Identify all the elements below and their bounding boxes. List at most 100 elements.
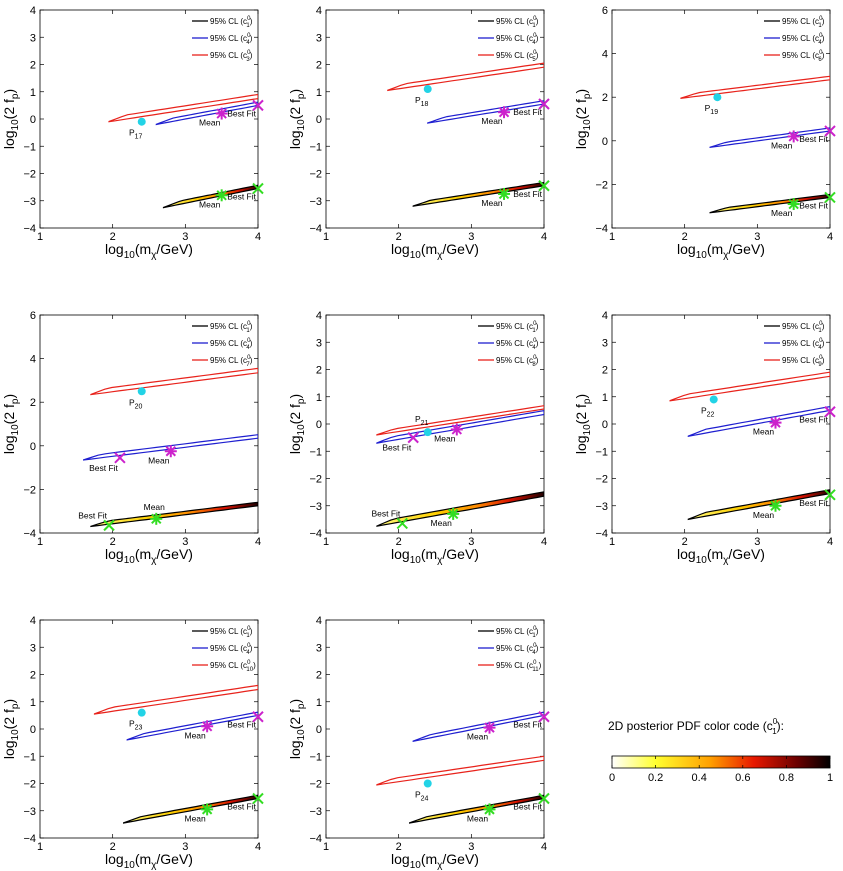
y-tick-label: 1 (316, 392, 322, 404)
y-tick-label: 3 (316, 642, 322, 654)
x-tick-label: 3 (754, 231, 760, 243)
y-axis-label: log10(2 fp) (1, 394, 21, 454)
benchmark-label: P23 (129, 719, 143, 732)
y-tick-label: −4 (23, 833, 36, 845)
y-tick-label: 4 (316, 5, 322, 17)
contour-95cl-c4 (126, 711, 258, 741)
benchmark-label: P22 (701, 405, 715, 418)
legend-entry: 95% CL (c0 4) (210, 33, 253, 46)
y-tick-label: −1 (595, 446, 608, 458)
y-tick-label: 3 (30, 32, 36, 44)
contour-95cl-c10 (93, 684, 258, 715)
y-tick-label: −3 (309, 196, 322, 208)
legend-entry: 95% CL (c0 1) (782, 16, 825, 29)
y-tick-label: 0 (30, 441, 36, 453)
mean-marker (498, 106, 511, 119)
mean-label: Mean (148, 455, 170, 465)
y-tick-label: −2 (595, 474, 608, 486)
mean-marker (215, 107, 228, 120)
contour-95cl-c1 (409, 794, 544, 824)
best-fit-label: Best Fit (513, 189, 542, 199)
legend-entry: 95% CL (c0 1) (496, 321, 539, 334)
mean-marker (483, 803, 496, 816)
y-tick-label: −4 (595, 223, 608, 235)
x-tick-label: 2 (110, 231, 116, 243)
colorbar-ticks: 0 0.2 0.4 0.6 0.8 1 (609, 756, 833, 784)
mean-marker (201, 720, 214, 733)
legend-entry: 95% CL (c0 1) (210, 626, 253, 639)
contour-95cl-c9 (669, 371, 830, 402)
y-tick-label: 6 (602, 5, 608, 17)
contour-95cl-c1 (376, 491, 544, 527)
x-tick-label: 4 (541, 841, 547, 853)
best-fit-marker (252, 182, 264, 195)
colorbar: 2D posterior PDF color code (c0 1): 0 0.2 0… (608, 717, 833, 784)
x-tick-label: 4 (255, 231, 261, 243)
y-tick-label: 0 (316, 724, 322, 736)
x-tick-label: 2 (682, 231, 688, 243)
contours-layer (108, 93, 258, 209)
mean-label: Mean (771, 140, 793, 150)
y-tick-label: 0 (602, 136, 608, 148)
x-tick-label: 1 (37, 536, 43, 548)
benchmark-point (423, 428, 432, 437)
mean-label: Mean (199, 199, 221, 209)
mean-label: Mean (481, 198, 503, 208)
x-axis-label: log10(mχ/GeV) (391, 851, 479, 871)
legend-entry: 95% CL (c0 4) (210, 643, 253, 656)
best-fit-marker (538, 792, 550, 805)
y-tick-label: −2 (309, 474, 322, 486)
chart-panel-1: −4 −3 −2 −1 0 1 2 3 4 1 2 3 4 log10(mχ/GeV) log10(2 fp… (1, 5, 264, 261)
legend-entry: 95% CL (c0 1) (496, 626, 539, 639)
best-fit-label: Best Fit (799, 415, 828, 425)
x-tick-label: 2 (396, 536, 402, 548)
y-tick-label: 4 (602, 49, 608, 61)
y-tick-label: −1 (23, 141, 36, 153)
panel-grid: −4 −3 −2 −1 0 1 2 3 4 1 2 3 4 log10(mχ/GeV) log10(2 fp… (1, 5, 836, 871)
legend-entry: 95% CL (c0 4) (496, 338, 539, 351)
y-tick-label: 4 (316, 310, 322, 322)
benchmark-point (423, 779, 432, 788)
mean-label: Mean (185, 730, 207, 740)
contour-95cl-c8 (376, 405, 544, 436)
y-tick-label: 3 (602, 337, 608, 349)
y-tick-label: 0 (316, 114, 322, 126)
legend-entry: 95% CL (c0 9) (782, 355, 825, 368)
legend-entry: 95% CL (c0 3) (210, 50, 253, 63)
legend-entry: 95% CL (c0 4) (782, 338, 825, 351)
best-fit-marker (538, 180, 550, 192)
y-tick-label: −4 (595, 528, 608, 540)
best-fit-label: Best Fit (799, 200, 828, 210)
mean-marker (447, 507, 460, 520)
y-tick-label: 4 (30, 615, 36, 627)
best-fit-marker (538, 98, 550, 110)
contour-95cl-c1 (90, 501, 258, 528)
mean-marker (787, 198, 800, 211)
contours-layer (376, 405, 544, 527)
x-tick-label: 3 (182, 841, 188, 853)
y-tick-label: 2 (602, 365, 608, 377)
y-tick-label: 0 (30, 114, 36, 126)
y-tick-label: 2 (602, 92, 608, 104)
x-tick-label: 3 (468, 841, 474, 853)
x-tick-label: 1 (37, 231, 43, 243)
y-tick-label: 2 (30, 397, 36, 409)
y-axis-label: log10(2 fp) (287, 89, 307, 149)
x-tick-label: 1 (37, 841, 43, 853)
best-fit-label: Best Fit (89, 463, 118, 473)
contour-95cl-c4 (427, 100, 544, 124)
mean-label: Mean (753, 510, 775, 520)
y-tick-label: 2 (316, 60, 322, 72)
x-tick-label: 4 (255, 536, 261, 548)
y-tick-label: −1 (309, 751, 322, 763)
chart-panel-7: −4 −3 −2 −1 0 1 2 3 4 1 2 3 4 log10(mχ/GeV) log10(2 fp… (1, 615, 264, 871)
y-tick-label: −4 (309, 528, 322, 540)
y-axis-label: log10(2 fp) (287, 699, 307, 759)
y-tick-label: 4 (316, 615, 322, 627)
legend-entry: 95% CL (c0 4) (496, 33, 539, 46)
x-axis-label: log10(mχ/GeV) (391, 546, 479, 566)
y-tick-label: −2 (309, 169, 322, 181)
mean-marker (483, 721, 496, 734)
mean-label: Mean (481, 116, 503, 126)
contours-layer (93, 684, 258, 824)
